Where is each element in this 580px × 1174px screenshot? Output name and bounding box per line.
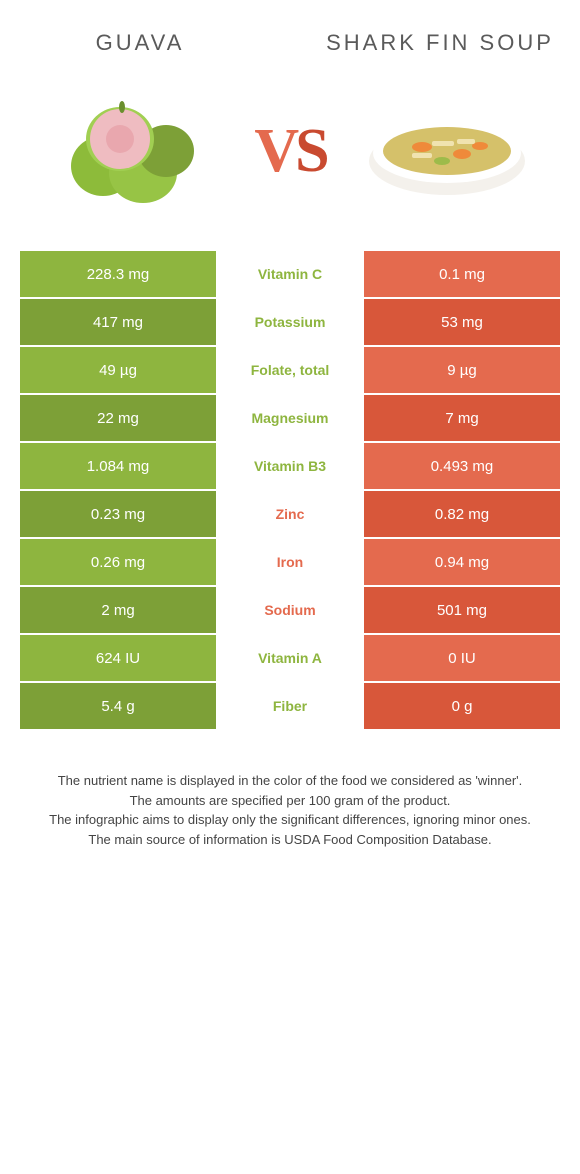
left-value: 2 mg <box>20 587 216 635</box>
left-value: 49 µg <box>20 347 216 395</box>
left-value: 0.23 mg <box>20 491 216 539</box>
nutrient-name: Potassium <box>216 299 364 347</box>
right-value: 0.94 mg <box>364 539 560 587</box>
footer-line-1: The nutrient name is displayed in the co… <box>30 771 550 791</box>
table-row: 0.26 mgIron0.94 mg <box>20 539 560 587</box>
left-value: 5.4 g <box>20 683 216 731</box>
right-value: 7 mg <box>364 395 560 443</box>
nutrient-name: Vitamin B3 <box>216 443 364 491</box>
right-value: 0 IU <box>364 635 560 683</box>
right-value: 501 mg <box>364 587 560 635</box>
right-food-title: SHARK FIN SOUP <box>320 30 560 56</box>
nutrient-name: Zinc <box>216 491 364 539</box>
image-row: VS <box>0 66 580 251</box>
table-row: 0.23 mgZinc0.82 mg <box>20 491 560 539</box>
right-value: 9 µg <box>364 347 560 395</box>
table-row: 2 mgSodium501 mg <box>20 587 560 635</box>
nutrient-name: Folate, total <box>216 347 364 395</box>
nutrient-name: Magnesium <box>216 395 364 443</box>
left-value: 0.26 mg <box>20 539 216 587</box>
nutrient-name: Sodium <box>216 587 364 635</box>
comparison-table: 228.3 mgVitamin C0.1 mg417 mgPotassium53… <box>20 251 560 731</box>
footer-line-2: The amounts are specified per 100 gram o… <box>30 791 550 811</box>
guava-image <box>48 86 218 216</box>
left-food-title: GUAVA <box>20 30 260 56</box>
nutrient-name: Vitamin C <box>216 251 364 299</box>
nutrient-name: Fiber <box>216 683 364 731</box>
nutrient-name: Vitamin A <box>216 635 364 683</box>
nutrient-name: Iron <box>216 539 364 587</box>
table-row: 49 µgFolate, total9 µg <box>20 347 560 395</box>
footer-notes: The nutrient name is displayed in the co… <box>0 731 580 879</box>
footer-line-4: The main source of information is USDA F… <box>30 830 550 850</box>
table-row: 22 mgMagnesium7 mg <box>20 395 560 443</box>
left-value: 22 mg <box>20 395 216 443</box>
table-row: 5.4 gFiber0 g <box>20 683 560 731</box>
table-row: 417 mgPotassium53 mg <box>20 299 560 347</box>
left-value: 624 IU <box>20 635 216 683</box>
right-value: 53 mg <box>364 299 560 347</box>
table-row: 228.3 mgVitamin C0.1 mg <box>20 251 560 299</box>
right-value: 0.493 mg <box>364 443 560 491</box>
soup-image <box>362 86 532 216</box>
header-row: GUAVA SHARK FIN SOUP <box>0 0 580 66</box>
left-value: 1.084 mg <box>20 443 216 491</box>
table-row: 624 IUVitamin A0 IU <box>20 635 560 683</box>
table-row: 1.084 mgVitamin B30.493 mg <box>20 443 560 491</box>
right-value: 0 g <box>364 683 560 731</box>
left-value: 228.3 mg <box>20 251 216 299</box>
footer-line-3: The infographic aims to display only the… <box>30 810 550 830</box>
right-value: 0.1 mg <box>364 251 560 299</box>
vs-label: VS <box>254 116 325 187</box>
left-value: 417 mg <box>20 299 216 347</box>
right-value: 0.82 mg <box>364 491 560 539</box>
